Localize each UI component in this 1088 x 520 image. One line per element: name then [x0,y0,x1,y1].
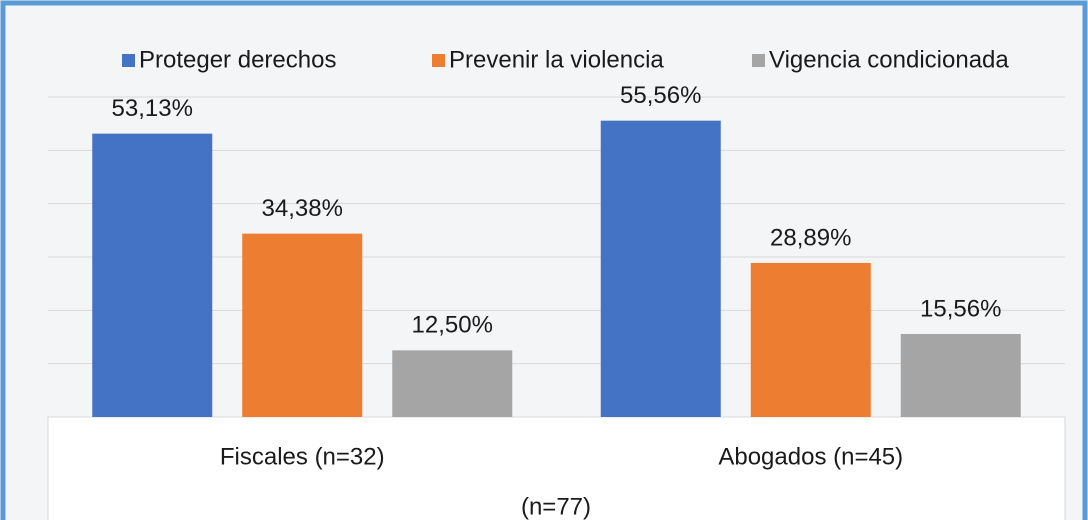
legend-label: Vigencia condicionada [769,46,1009,73]
data-label: 15,56% [920,295,1001,322]
legend-swatch [122,54,135,67]
bar [900,334,1021,417]
x-tick-label: Fiscales (n=32) [220,443,385,470]
data-label: 34,38% [262,195,343,222]
legend-swatch [752,54,765,67]
legend-label: Proteger derechos [139,46,336,73]
bar [600,120,721,418]
legend-swatch [432,54,445,67]
bar [92,133,213,417]
data-label: 53,13% [112,95,193,122]
legend-label: Prevenir la violencia [449,46,664,73]
data-label: 55,56% [620,82,701,109]
data-label: 12,50% [412,312,493,339]
axis-box [47,416,1066,520]
x-axis-label: (n=77) [521,493,591,520]
bar [242,233,363,417]
data-label: 28,89% [770,224,851,251]
x-tick-label: Abogados (n=45) [718,443,903,470]
bar [750,262,871,417]
bar [392,350,513,417]
